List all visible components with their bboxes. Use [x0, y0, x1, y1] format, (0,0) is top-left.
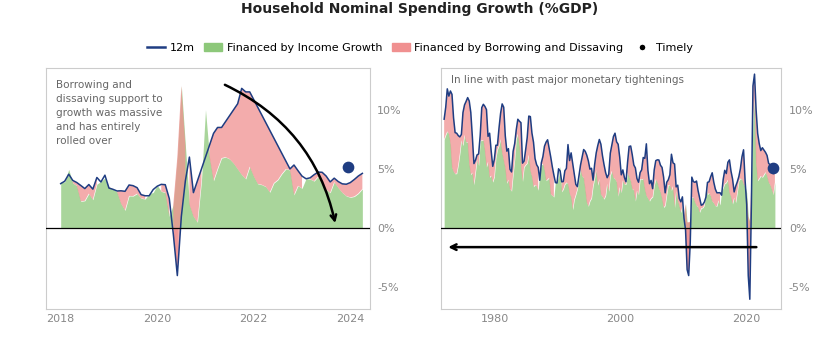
Text: Borrowing and
dissaving support to
growth was massive
and has entirely
rolled ov: Borrowing and dissaving support to growt… — [56, 80, 162, 146]
Point — [341, 164, 354, 169]
Text: In line with past major monetary tightenings: In line with past major monetary tighten… — [451, 75, 685, 85]
Text: Household Nominal Spending Growth (%GDP): Household Nominal Spending Growth (%GDP) — [241, 2, 599, 16]
Point — [766, 165, 780, 171]
Legend: 12m, Financed by Income Growth, Financed by Borrowing and Dissaving, Timely: 12m, Financed by Income Growth, Financed… — [147, 43, 693, 53]
